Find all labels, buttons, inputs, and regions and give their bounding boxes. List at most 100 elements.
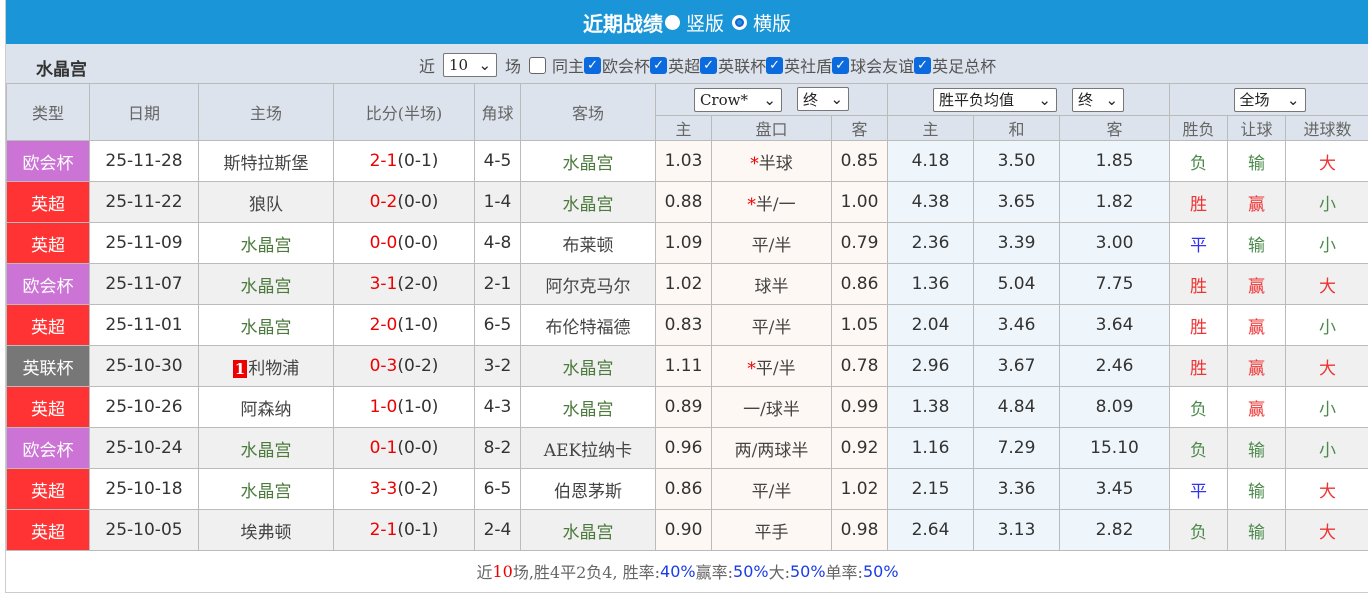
same-home-checkbox[interactable] <box>529 56 547 74</box>
chevron-down-icon: ⌄ <box>478 56 492 74</box>
col-score: 比分(半场) <box>333 83 475 141</box>
table-row[interactable]: 英超 25-11-01 水晶宫 2-0(1-0) 6-5 布伦特福德 0.83 … <box>6 304 1368 346</box>
period-select[interactable]: 全场 ⌄ <box>1233 87 1306 112</box>
odds-draw: 3.13 <box>973 509 1060 551</box>
score[interactable]: 2-0(1-0) <box>333 304 475 346</box>
home-team[interactable]: 狼队 <box>198 181 334 223</box>
away-team[interactable]: 布莱顿 <box>520 222 656 264</box>
away-team[interactable]: AEK拉纳卡 <box>520 427 656 469</box>
half-time-score: (0-2) <box>397 356 439 376</box>
league-checkbox[interactable]: ✓ <box>650 56 668 74</box>
league-label: 球会友谊 <box>850 57 915 76</box>
home-team[interactable]: 阿森纳 <box>198 386 334 428</box>
table-row[interactable]: 欧会杯 25-10-24 水晶宫 0-1(0-0) 8-2 AEK拉纳卡 0.9… <box>6 427 1368 469</box>
away-team[interactable]: 水晶宫 <box>520 181 656 223</box>
odds-home: 4.18 <box>887 140 974 182</box>
handicap-result: 赢 <box>1227 345 1286 387</box>
league-badge[interactable]: 英超 <box>6 181 90 223</box>
away-team[interactable]: 布伦特福德 <box>520 304 656 346</box>
home-team[interactable]: 水晶宫 <box>198 263 334 305</box>
option-horizontal[interactable]: 横版 <box>753 12 792 35</box>
league-badge[interactable]: 英超 <box>6 386 90 428</box>
score[interactable]: 0-0(0-0) <box>333 222 475 264</box>
league-checkbox[interactable]: ✓ <box>832 56 850 74</box>
home-team[interactable]: 埃弗顿 <box>198 509 334 551</box>
league-badge[interactable]: 欧会杯 <box>6 140 90 182</box>
odds-final-select[interactable]: 终 ⌄ <box>1072 87 1125 112</box>
away-team[interactable]: 水晶宫 <box>520 345 656 387</box>
full-time-score: 3-1 <box>369 274 398 294</box>
score[interactable]: 2-1(0-1) <box>333 140 475 182</box>
home-team-name: 水晶宫 <box>240 440 292 461</box>
away-team[interactable]: 伯恩茅斯 <box>520 468 656 510</box>
odds-type-select[interactable]: 胜平负均值 ⌄ <box>932 87 1057 112</box>
odds-draw: 3.67 <box>973 345 1060 387</box>
home-team-name: 水晶宫 <box>240 235 292 256</box>
corners: 6-5 <box>474 468 521 510</box>
full-time-score: 0-2 <box>369 192 398 212</box>
table-row[interactable]: 英超 25-10-18 水晶宫 3-3(0-2) 6-5 伯恩茅斯 0.86 平… <box>6 468 1368 510</box>
away-team[interactable]: 阿尔克马尔 <box>520 263 656 305</box>
table-row[interactable]: 英超 25-11-22 狼队 0-2(0-0) 1-4 水晶宫 0.88 *半/… <box>6 181 1368 223</box>
odds-draw: 4.84 <box>973 386 1060 428</box>
goals-result: 小 <box>1284 304 1368 346</box>
score[interactable]: 3-3(0-2) <box>333 468 475 510</box>
table-row[interactable]: 欧会杯 25-11-07 水晶宫 3-1(2-0) 2-1 阿尔克马尔 1.02… <box>6 263 1368 305</box>
score[interactable]: 0-1(0-0) <box>333 427 475 469</box>
handicap-away-odds: 0.92 <box>831 427 888 469</box>
handicap-final-select[interactable]: 终 ⌄ <box>797 87 850 112</box>
league-checkbox[interactable]: ✓ <box>700 56 718 74</box>
company-select[interactable]: Crow* ⌄ <box>693 87 782 112</box>
league-badge[interactable]: 英超 <box>6 304 90 346</box>
league-checkbox[interactable]: ✓ <box>766 56 784 74</box>
match-date: 25-11-01 <box>89 304 199 346</box>
handicap-line-value: 球半 <box>754 276 789 297</box>
radio-horizontal-icon[interactable] <box>732 14 747 30</box>
handicap-line: 平/半 <box>711 304 832 346</box>
table-row[interactable]: 英超 25-10-05 埃弗顿 2-1(0-1) 2-4 水晶宫 0.90 平手… <box>6 509 1368 551</box>
away-team[interactable]: 水晶宫 <box>520 386 656 428</box>
handicap-home-odds: 0.83 <box>655 304 712 346</box>
home-team[interactable]: 水晶宫 <box>198 222 334 264</box>
handicap-away-odds: 1.00 <box>831 181 888 223</box>
radio-vertical-icon[interactable] <box>664 14 680 30</box>
win-loss-result: 负 <box>1169 509 1228 551</box>
table-row[interactable]: 欧会杯 25-11-28 斯特拉斯堡 2-1(0-1) 4-5 水晶宫 1.03… <box>6 140 1368 182</box>
table-row[interactable]: 英超 25-11-09 水晶宫 0-0(0-0) 4-8 布莱顿 1.09 平/… <box>6 222 1368 264</box>
option-vertical[interactable]: 竖版 <box>685 12 724 35</box>
odds-away: 3.45 <box>1059 468 1170 510</box>
league-badge[interactable]: 英超 <box>6 468 90 510</box>
handicap-result: 赢 <box>1227 263 1286 305</box>
home-team[interactable]: 水晶宫 <box>198 304 334 346</box>
corners: 4-8 <box>474 222 521 264</box>
home-team[interactable]: 1 利物浦 <box>198 345 334 387</box>
home-team[interactable]: 水晶宫 <box>198 427 334 469</box>
odds-away: 3.64 <box>1059 304 1170 346</box>
score[interactable]: 1-0(1-0) <box>333 386 475 428</box>
league-badge[interactable]: 英超 <box>6 222 90 264</box>
filter-bar: 水晶宫 近 10 ⌄ 场 同主 ✓ 欧会杯 ✓ 英超 ✓ 英联杯 ✓ 英社盾 ✓ 球会友谊 ✓ 英足总杯 <box>6 44 1368 83</box>
score[interactable]: 0-2(0-0) <box>333 181 475 223</box>
away-team[interactable]: 水晶宫 <box>520 140 656 182</box>
full-time-score: 0-0 <box>369 233 398 253</box>
league-badge[interactable]: 欧会杯 <box>6 427 90 469</box>
win-loss-result: 胜 <box>1169 263 1228 305</box>
col-type: 类型 <box>6 83 90 141</box>
table-row[interactable]: 英超 25-10-26 阿森纳 1-0(1-0) 4-3 水晶宫 0.89 一/… <box>6 386 1368 428</box>
league-checkbox[interactable]: ✓ <box>584 56 602 74</box>
league-checkbox[interactable]: ✓ <box>914 56 932 74</box>
home-team[interactable]: 水晶宫 <box>198 468 334 510</box>
league-badge[interactable]: 英超 <box>6 509 90 551</box>
league-badge[interactable]: 英联杯 <box>6 345 90 387</box>
away-team[interactable]: 水晶宫 <box>520 509 656 551</box>
score[interactable]: 2-1(0-1) <box>333 509 475 551</box>
league-badge[interactable]: 欧会杯 <box>6 263 90 305</box>
league-label: 英联杯 <box>718 57 767 76</box>
score[interactable]: 0-3(0-2) <box>333 345 475 387</box>
table-row[interactable]: 英联杯 25-10-30 1 利物浦 0-3(0-2) 3-2 水晶宫 1.11 … <box>6 345 1368 387</box>
match-count-select[interactable]: 10 ⌄ <box>443 53 498 77</box>
home-team[interactable]: 斯特拉斯堡 <box>198 140 334 182</box>
chevron-down-icon: ⌄ <box>763 90 776 109</box>
score[interactable]: 3-1(2-0) <box>333 263 475 305</box>
handicap-home-odds: 1.09 <box>655 222 712 264</box>
